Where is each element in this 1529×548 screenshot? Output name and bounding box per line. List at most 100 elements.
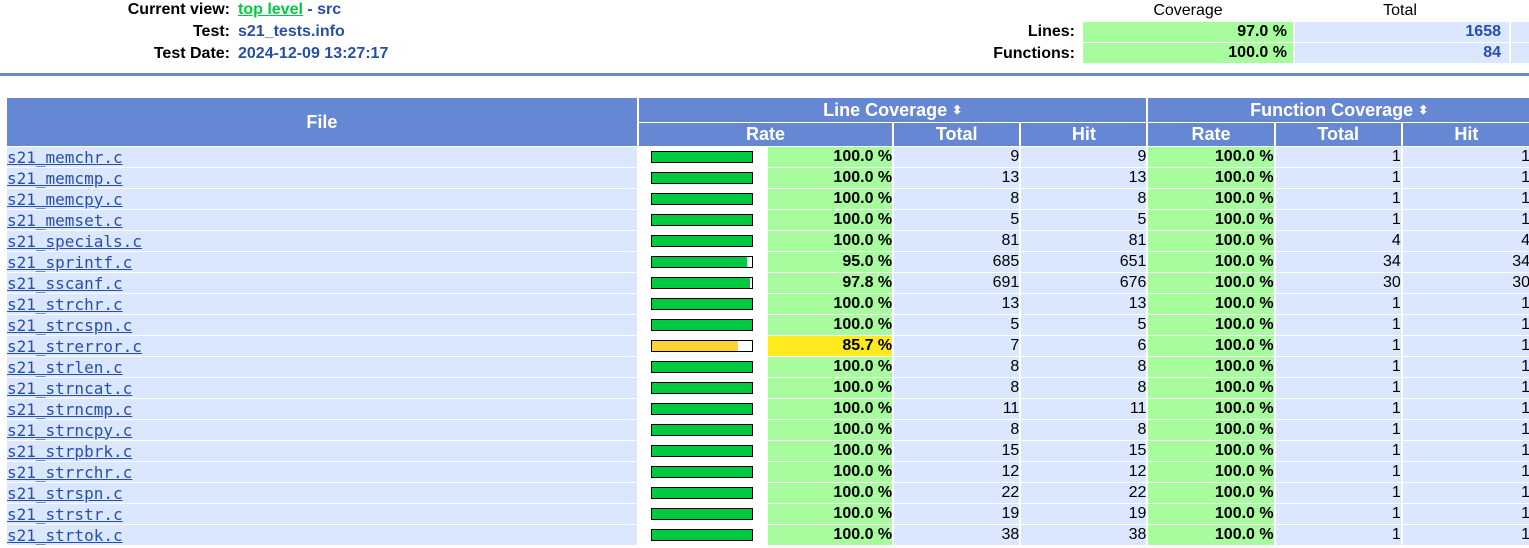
function-rate-cell: 100.0 %	[1148, 419, 1274, 440]
summary-total-head: Total	[1383, 2, 1417, 19]
line-hit-cell: 8	[1021, 356, 1147, 377]
test-value: s21_tests.info	[238, 23, 345, 40]
coverage-bar-cell	[638, 482, 766, 503]
table-row: s21_memcpy.c 100.0 % 8 8 100.0 % 1 1	[7, 188, 1529, 209]
function-hit-cell: 1	[1402, 440, 1529, 461]
table-row: s21_memcmp.c 100.0 % 13 13 100.0 % 1 1	[7, 167, 1529, 188]
function-coverage-header[interactable]: Function Coverage ⬍	[1148, 98, 1529, 123]
file-link[interactable]: s21_strpbrk.c	[7, 441, 133, 461]
file-link[interactable]: s21_memcpy.c	[7, 189, 123, 209]
function-rate-cell: 100.0 %	[1148, 335, 1274, 356]
file-link[interactable]: s21_strlen.c	[7, 357, 123, 377]
coverage-bar-fill	[651, 152, 752, 162]
file-link[interactable]: s21_strrchr.c	[7, 462, 133, 482]
line-hit-cell: 8	[1021, 419, 1147, 440]
line-hit-cell: 13	[1021, 293, 1147, 314]
test-date-label: Test Date:	[153, 45, 230, 62]
function-hit-cell: 1	[1402, 188, 1529, 209]
file-link[interactable]: s21_memchr.c	[7, 147, 123, 167]
coverage-bar-fill	[651, 488, 752, 498]
line-rate-cell: 97.8 %	[767, 272, 893, 293]
coverage-bar-fill	[651, 530, 752, 540]
table-row: s21_strchr.c 100.0 % 13 13 100.0 % 1 1	[7, 293, 1529, 314]
function-total-cell: 1	[1275, 524, 1401, 545]
table-row: s21_memchr.c 100.0 % 9 9 100.0 % 1 1	[7, 146, 1529, 167]
coverage-bar-cell	[638, 440, 766, 461]
file-cell: s21_sscanf.c	[7, 272, 637, 293]
line-total-cell: 11	[894, 398, 1020, 419]
top-level-link[interactable]: top level	[238, 1, 303, 18]
function-hit-cell: 1	[1402, 503, 1529, 524]
sort-icon[interactable]: ⬍	[1418, 102, 1429, 117]
line-rate-cell: 100.0 %	[767, 461, 893, 482]
file-cell: s21_strlen.c	[7, 356, 637, 377]
function-hit-cell: 34	[1402, 251, 1529, 272]
file-link[interactable]: s21_strspn.c	[7, 483, 123, 503]
file-link[interactable]: s21_sscanf.c	[7, 273, 123, 293]
function-hit-cell: 1	[1402, 419, 1529, 440]
line-coverage-header[interactable]: Line Coverage ⬍	[638, 98, 1147, 123]
line-total-cell: 8	[894, 419, 1020, 440]
file-link[interactable]: s21_strncmp.c	[7, 399, 133, 419]
table-row: s21_strlen.c 100.0 % 8 8 100.0 % 1 1	[7, 356, 1529, 377]
line-hit-cell: 13	[1021, 167, 1147, 188]
file-link[interactable]: s21_strncat.c	[7, 378, 133, 398]
line-rate-cell: 100.0 %	[767, 146, 893, 167]
file-cell: s21_strcspn.c	[7, 314, 637, 335]
coverage-bar	[650, 277, 753, 289]
summary-functions-coverage: 100.0 %	[1083, 43, 1293, 63]
function-hit-header: Hit	[1402, 123, 1529, 146]
file-link[interactable]: s21_strtok.c	[7, 525, 123, 545]
coverage-bar	[650, 529, 753, 541]
file-link[interactable]: s21_strncpy.c	[7, 420, 133, 440]
sort-icon[interactable]: ⬍	[952, 102, 963, 117]
line-total-cell: 8	[894, 377, 1020, 398]
line-total-cell: 12	[894, 461, 1020, 482]
header-ruler	[0, 73, 1529, 76]
coverage-bar	[650, 361, 753, 373]
coverage-bar	[650, 319, 753, 331]
line-total-cell: 13	[894, 167, 1020, 188]
file-cell: s21_sprintf.c	[7, 251, 637, 272]
summary-functions-spacer	[1511, 43, 1529, 63]
coverage-bar	[650, 151, 753, 163]
file-link[interactable]: s21_strstr.c	[7, 504, 123, 524]
function-hit-cell: 1	[1402, 482, 1529, 503]
line-rate-cell: 100.0 %	[767, 188, 893, 209]
coverage-bar	[650, 445, 753, 457]
table-row: s21_strncmp.c 100.0 % 11 11 100.0 % 1 1	[7, 398, 1529, 419]
table-row: s21_strrchr.c 100.0 % 12 12 100.0 % 1 1	[7, 461, 1529, 482]
coverage-bar-cell	[638, 314, 766, 335]
function-total-cell: 34	[1275, 251, 1401, 272]
coverage-bar-cell	[638, 167, 766, 188]
file-link[interactable]: s21_strcspn.c	[7, 315, 133, 335]
function-total-header: Total	[1275, 123, 1401, 146]
function-total-cell: 30	[1275, 272, 1401, 293]
function-total-cell: 1	[1275, 209, 1401, 230]
line-rate-cell: 100.0 %	[767, 209, 893, 230]
table-row: s21_sscanf.c 97.8 % 691 676 100.0 % 30 30	[7, 272, 1529, 293]
file-cell: s21_strncmp.c	[7, 398, 637, 419]
file-link[interactable]: s21_strchr.c	[7, 294, 123, 314]
function-rate-header: Rate	[1148, 123, 1274, 146]
line-hit-cell: 11	[1021, 398, 1147, 419]
line-hit-cell: 651	[1021, 251, 1147, 272]
file-link[interactable]: s21_memset.c	[7, 210, 123, 230]
function-total-cell: 1	[1275, 398, 1401, 419]
current-view-value: top level - src	[238, 1, 341, 19]
file-link[interactable]: s21_sprintf.c	[7, 252, 133, 272]
file-link[interactable]: s21_specials.c	[7, 231, 142, 251]
file-link[interactable]: s21_strerror.c	[7, 336, 142, 356]
breadcrumb-separator: -	[302, 1, 318, 18]
function-total-cell: 1	[1275, 482, 1401, 503]
file-cell: s21_strchr.c	[7, 293, 637, 314]
line-hit-cell: 9	[1021, 146, 1147, 167]
coverage-bar	[650, 403, 753, 415]
function-total-cell: 1	[1275, 503, 1401, 524]
line-hit-cell: 19	[1021, 503, 1147, 524]
file-cell: s21_memchr.c	[7, 146, 637, 167]
file-link[interactable]: s21_memcmp.c	[7, 168, 123, 188]
line-rate-cell: 100.0 %	[767, 230, 893, 251]
coverage-bar	[650, 508, 753, 520]
coverage-bar-cell	[638, 272, 766, 293]
